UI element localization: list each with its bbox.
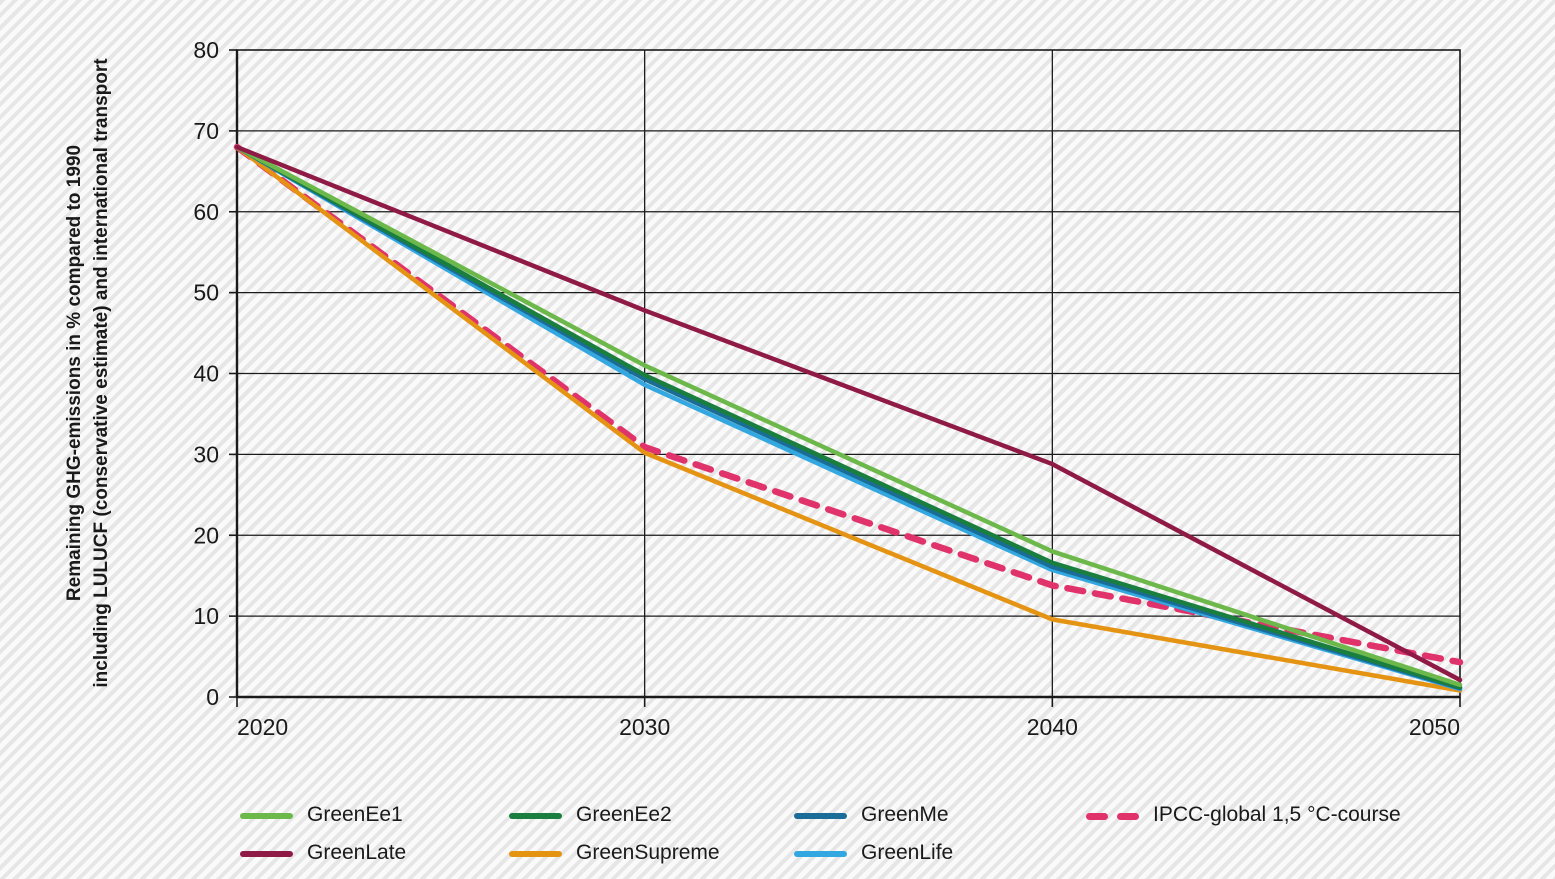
legend-swatch-dash	[1086, 812, 1108, 820]
x-tick-label-2040: 2040	[1027, 714, 1078, 740]
series-line-greenme	[234, 144, 1463, 691]
y-tick-label-60: 60	[193, 199, 219, 225]
legend-swatch-line-icon	[240, 851, 293, 857]
legend-label: IPCC-global 1,5 °C-course	[1153, 803, 1401, 826]
legend-item-ipcc-global-1-5-c-course: IPCC-global 1,5 °C-course	[1086, 803, 1401, 829]
series-line-greenee1	[234, 144, 1463, 688]
legend-swatch-line-icon	[240, 813, 293, 819]
legend-label: GreenLife	[861, 841, 954, 864]
legend-swatch-line-icon	[509, 851, 562, 857]
y-tick-label-20: 20	[193, 522, 219, 548]
y-tick-label-10: 10	[193, 603, 219, 629]
y-tick-label-80: 80	[193, 37, 219, 63]
legend-label: GreenLate	[307, 841, 407, 864]
legend-label: GreenMe	[861, 803, 949, 826]
legend-label: GreenEe1	[307, 803, 403, 826]
legend-item-greenee2: GreenEe2	[509, 803, 672, 829]
legend-swatch-dash	[1117, 812, 1139, 820]
legend-item-greenlate: GreenLate	[240, 841, 406, 867]
legend-label: GreenEe2	[576, 803, 672, 826]
series-line-greenee2	[234, 144, 1463, 690]
x-tick-label-2030: 2030	[619, 714, 670, 740]
series-line-ipcc-global-1-5-c-course	[233, 143, 1464, 666]
series-line-greenlife	[234, 144, 1463, 692]
y-tick-label-0: 0	[206, 684, 219, 710]
y-tick-label-50: 50	[193, 280, 219, 306]
y-tick-label-70: 70	[193, 118, 219, 144]
legend-item-greensupreme: GreenSupreme	[509, 841, 720, 867]
x-tick-label-2020: 2020	[237, 714, 288, 740]
legend-item-greenee1: GreenEe1	[240, 803, 403, 829]
legend-swatch-line-icon	[794, 851, 847, 857]
y-tick-label-30: 30	[193, 441, 219, 467]
legend-swatch-line-icon	[794, 813, 847, 819]
legend-swatch-dashed-line-icon	[1086, 812, 1139, 820]
x-tick-label-2050: 2050	[1409, 714, 1460, 740]
series-line-greenlate	[234, 144, 1463, 683]
legend-item-greenme: GreenMe	[794, 803, 949, 829]
series-line-greensupreme	[234, 144, 1463, 693]
legend-swatch-line-icon	[509, 813, 562, 819]
y-tick-label-40: 40	[193, 361, 219, 387]
legend-item-greenlife: GreenLife	[794, 841, 953, 867]
legend-label: GreenSupreme	[576, 841, 720, 864]
